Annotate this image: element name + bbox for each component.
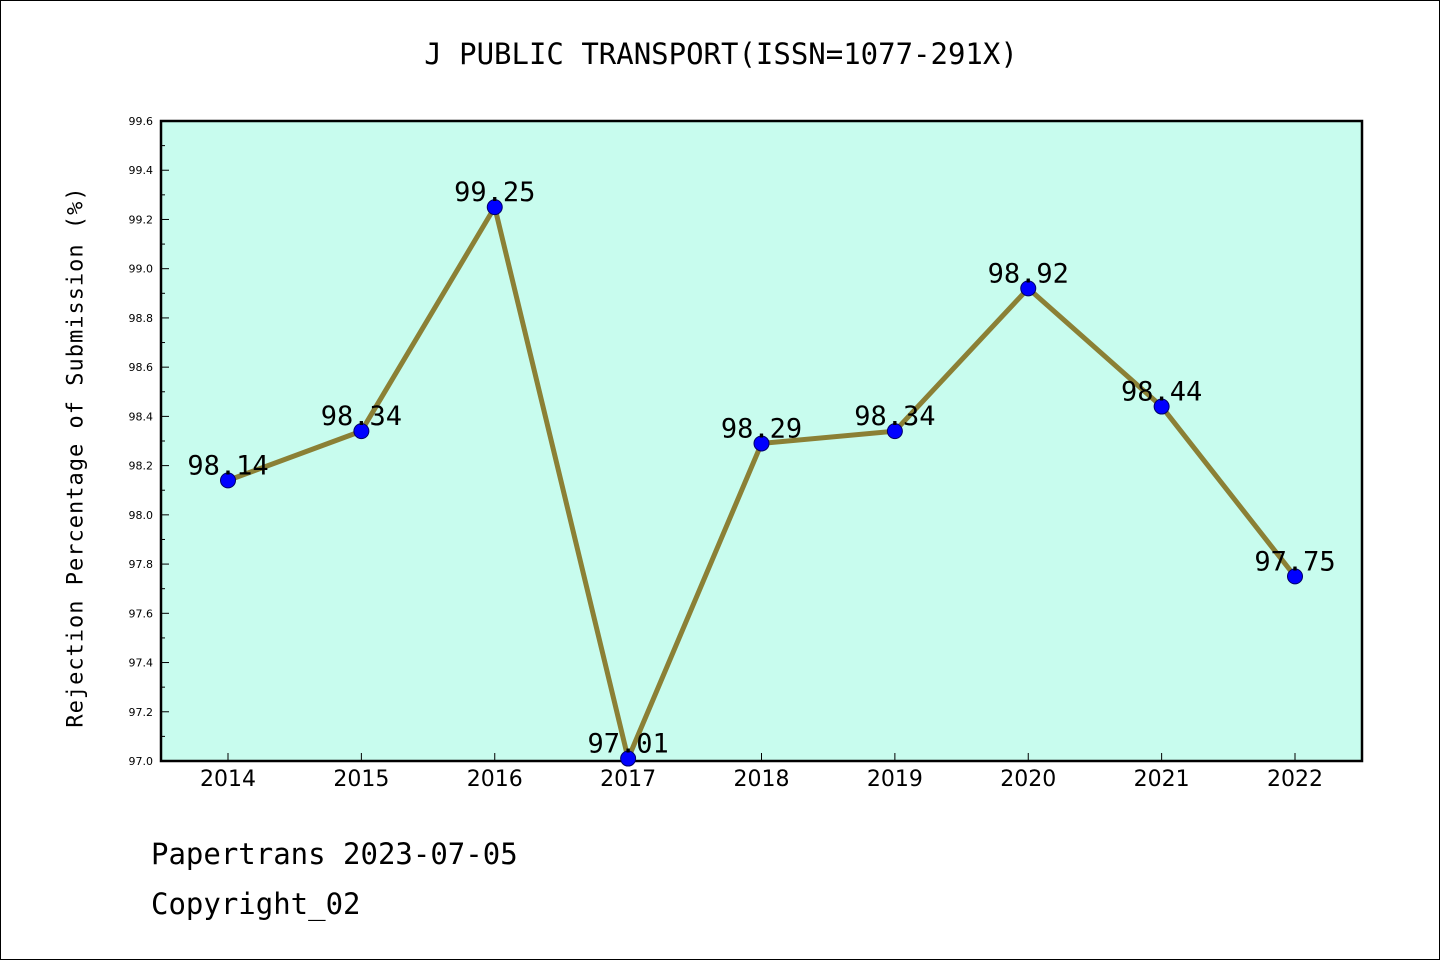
data-label: 98.34 — [321, 401, 402, 432]
data-point-marker — [220, 472, 236, 489]
footer-date: Papertrans 2023-07-05 — [151, 837, 518, 871]
x-tick-label: 2016 — [467, 767, 523, 792]
y-tick-label: 98.4 — [129, 410, 154, 423]
y-tick-label: 97.0 — [129, 755, 154, 768]
data-point-marker — [753, 435, 770, 452]
y-tick-label: 99.6 — [129, 115, 154, 128]
data-label: 99.25 — [454, 177, 535, 208]
y-axis: 97.0 97.2 97.4 97.6 97.8 98.0 98.2 98.4 98.6 98.8… — [129, 115, 169, 768]
y-tick-label: 98.8 — [129, 312, 154, 325]
y-tick-label: 97.4 — [129, 657, 154, 670]
data-label: 98.14 — [187, 450, 268, 481]
x-tick-label: 2015 — [333, 767, 389, 792]
data-label: 98.92 — [988, 258, 1069, 289]
chart-title: J PUBLIC TRANSPORT(ISSN=1077-291X) — [424, 37, 1018, 71]
y-tick-label: 97.2 — [129, 706, 154, 719]
x-tick-label: 2020 — [1000, 767, 1056, 792]
x-tick-label: 2017 — [600, 767, 656, 792]
y-tick-label: 99.2 — [129, 213, 154, 226]
data-point-marker — [1153, 398, 1170, 415]
data-label: 98.44 — [1121, 377, 1202, 408]
data-label: 97.75 — [1254, 546, 1335, 577]
data-point-marker — [886, 423, 903, 440]
data-label: 98.34 — [854, 401, 935, 432]
data-label-group: 98.14 98.34 99.25 97.01 98.29 98.34 98.92 98.44… — [187, 177, 1335, 759]
x-tick-label: 2018 — [734, 767, 790, 792]
x-tick-label: 2014 — [200, 767, 256, 792]
x-tick-label: 2021 — [1134, 767, 1190, 792]
y-tick-label: 97.6 — [129, 607, 154, 620]
data-point-marker — [1287, 568, 1303, 585]
x-axis: 2014 2015 2016 2017 2018 2019 2020 2021 2022 — [200, 753, 1323, 792]
y-tick-label: 99.0 — [129, 263, 154, 276]
data-point-marker — [486, 199, 503, 216]
y-tick-label: 98.2 — [129, 460, 154, 473]
y-tick-label: 99.4 — [129, 164, 154, 177]
marker-group — [220, 199, 1303, 767]
data-point-marker — [1020, 280, 1037, 297]
data-label: 98.29 — [721, 413, 802, 444]
footer-copyright: Copyright_02 — [151, 887, 361, 921]
x-tick-label: 2022 — [1267, 767, 1323, 792]
y-tick-label: 98.0 — [129, 509, 154, 522]
y-tick-label: 98.6 — [129, 361, 154, 374]
data-point-marker — [620, 750, 637, 767]
x-tick-label: 2019 — [867, 767, 923, 792]
y-tick-label: 97.8 — [129, 558, 154, 571]
data-point-marker — [353, 423, 370, 440]
data-label: 97.01 — [587, 729, 668, 760]
